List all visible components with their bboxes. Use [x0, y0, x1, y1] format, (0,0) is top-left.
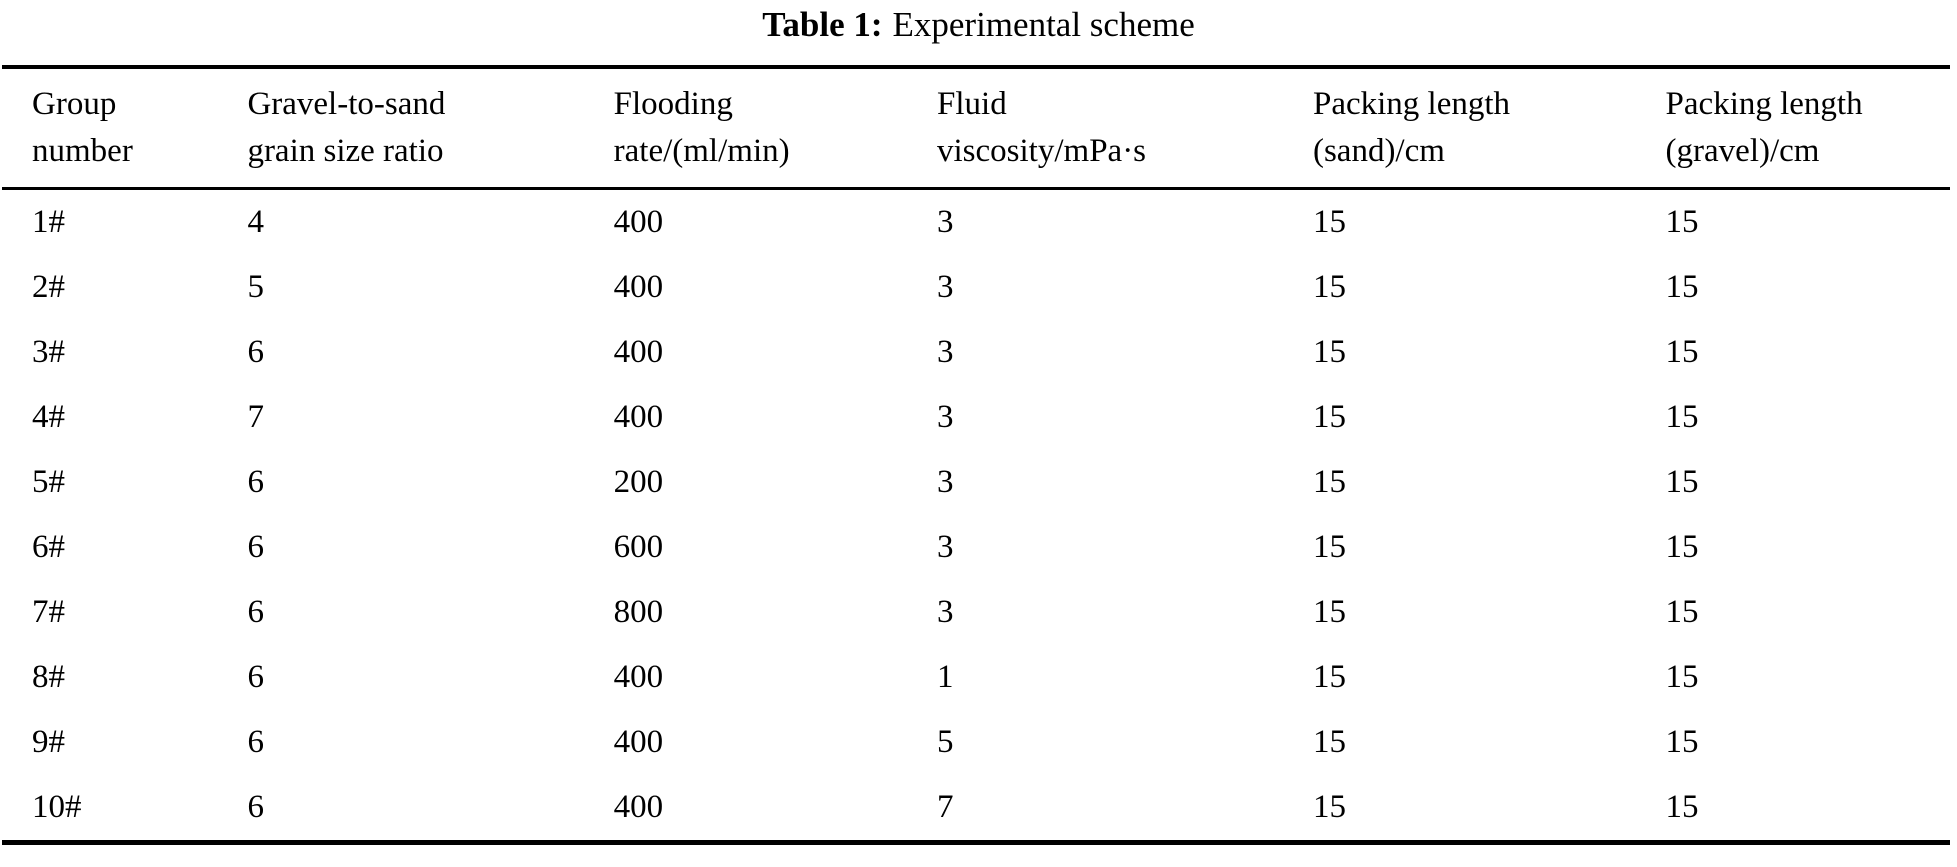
table-caption: Table 1: Experimental scheme — [0, 0, 1957, 48]
table-cell: 15 — [1665, 334, 1699, 370]
table-cell: 3# — [32, 334, 65, 370]
table-cell: 400 — [613, 724, 664, 760]
table-body: 1# 4 400 3 15 15 2# 5 400 3 15 15 3# 6 400 3 15 15 4# 7 400 3… — [2, 189, 1950, 843]
column-header-flooding-rate: Flooding rate/(ml/min) — [614, 67, 937, 189]
table-row: 8# 6 400 1 15 15 — [2, 645, 1950, 710]
table-cell: 15 — [1312, 724, 1346, 760]
table-caption-label: Table 1: — [762, 5, 883, 44]
column-header-fluid-viscosity: Fluid viscosity/mPa·s — [937, 67, 1313, 189]
table-cell: 3 — [937, 594, 954, 630]
table-cell: 6 — [247, 594, 264, 630]
table-row: 7# 6 800 3 15 15 — [2, 580, 1950, 645]
table-cell: 2# — [32, 269, 65, 305]
experimental-scheme-table: Group number Gravel-to-sand grain size r… — [2, 65, 1950, 845]
table-cell: 15 — [1665, 724, 1699, 760]
table-cell: 5 — [247, 269, 264, 305]
table-cell: 6 — [247, 464, 264, 500]
table-row: 1# 4 400 3 15 15 — [2, 189, 1950, 256]
table-cell: 15 — [1665, 529, 1699, 565]
table-cell: 15 — [1665, 594, 1699, 630]
table-cell: 15 — [1312, 399, 1346, 435]
table-cell: 6 — [247, 659, 264, 695]
table-cell: 1# — [32, 204, 65, 240]
column-header-line: Flooding — [613, 86, 733, 122]
column-header-grain-size-ratio: Gravel-to-sand grain size ratio — [247, 67, 613, 189]
table-cell: 15 — [1312, 464, 1346, 500]
table-cell: 3 — [937, 204, 954, 240]
table-cell: 15 — [1665, 659, 1699, 695]
table-cell: 6# — [32, 529, 65, 565]
column-header-packing-length-gravel: Packing length (gravel)/cm — [1666, 67, 1950, 189]
column-header-packing-length-sand: Packing length (sand)/cm — [1313, 67, 1666, 189]
table-cell: 6 — [247, 334, 264, 370]
table-cell: 200 — [613, 464, 664, 500]
table-cell: 15 — [1312, 204, 1346, 240]
table-cell: 7 — [247, 399, 264, 435]
column-header-line: number — [32, 133, 133, 169]
table-cell: 3 — [937, 269, 954, 305]
table-cell: 4# — [32, 399, 65, 435]
table-header-row: Group number Gravel-to-sand grain size r… — [2, 67, 1950, 189]
column-header-line: (sand)/cm — [1312, 133, 1445, 169]
table-cell: 6 — [247, 789, 264, 825]
table-cell: 4 — [247, 204, 264, 240]
table-cell: 15 — [1312, 269, 1346, 305]
table-cell: 15 — [1665, 789, 1699, 825]
table-row: 9# 6 400 5 15 15 — [2, 710, 1950, 775]
column-header-line: Packing length — [1312, 86, 1511, 122]
table-cell: 400 — [613, 204, 664, 240]
table-cell: 3 — [937, 334, 954, 370]
column-header-line: rate/(ml/min) — [613, 133, 790, 169]
table-cell: 8# — [32, 659, 65, 695]
table-cell: 3 — [937, 399, 954, 435]
column-header-line: grain size ratio — [247, 133, 444, 169]
table-row: 2# 5 400 3 15 15 — [2, 255, 1950, 320]
table-caption-text: Experimental scheme — [892, 5, 1195, 44]
table-cell: 400 — [613, 789, 664, 825]
table-cell: 3 — [937, 464, 954, 500]
table-cell: 15 — [1312, 594, 1346, 630]
table-cell: 15 — [1312, 334, 1346, 370]
table-cell: 5# — [32, 464, 65, 500]
table-header: Group number Gravel-to-sand grain size r… — [2, 67, 1950, 189]
column-header-line: Gravel-to-sand — [247, 86, 446, 122]
column-header-line: Fluid — [937, 86, 1007, 122]
table-row: 5# 6 200 3 15 15 — [2, 450, 1950, 515]
table-row: 6# 6 600 3 15 15 — [2, 515, 1950, 580]
table-cell: 15 — [1312, 659, 1346, 695]
table-cell: 3 — [937, 529, 954, 565]
table-cell: 15 — [1665, 464, 1699, 500]
table-cell: 1 — [937, 659, 954, 695]
column-header-group-number: Group number — [2, 67, 247, 189]
table-cell: 15 — [1665, 204, 1699, 240]
table-cell: 15 — [1312, 789, 1346, 825]
table-row: 10# 6 400 7 15 15 — [2, 775, 1950, 843]
table-cell: 15 — [1665, 399, 1699, 435]
table-cell: 7# — [32, 594, 65, 630]
table-cell: 400 — [613, 399, 664, 435]
column-header-line: Group — [32, 86, 117, 122]
table-cell: 6 — [247, 724, 264, 760]
column-header-line: viscosity/mPa·s — [937, 133, 1147, 169]
table-cell: 7 — [937, 789, 954, 825]
table-cell: 15 — [1312, 529, 1346, 565]
table-cell: 9# — [32, 724, 65, 760]
table-cell: 800 — [613, 594, 664, 630]
column-header-line: Packing length — [1665, 86, 1863, 122]
table-cell: 400 — [613, 659, 664, 695]
table-cell: 600 — [613, 529, 664, 565]
table-cell: 400 — [613, 334, 664, 370]
table-row: 3# 6 400 3 15 15 — [2, 320, 1950, 385]
table-cell: 400 — [613, 269, 664, 305]
table-cell: 10# — [32, 789, 82, 825]
table-row: 4# 7 400 3 15 15 — [2, 385, 1950, 450]
column-header-line: (gravel)/cm — [1665, 133, 1820, 169]
table-cell: 6 — [247, 529, 264, 565]
table-cell: 15 — [1665, 269, 1699, 305]
table-cell: 5 — [937, 724, 954, 760]
